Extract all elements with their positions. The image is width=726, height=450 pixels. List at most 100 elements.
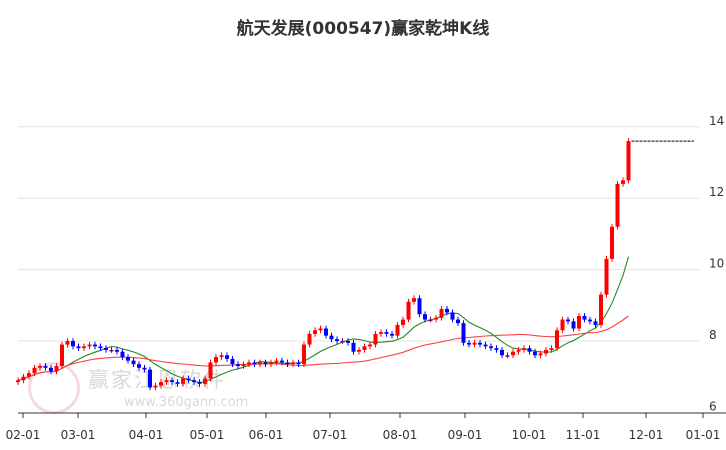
candle-body [615,183,620,227]
watermark-site: www.360gann.com [124,395,249,410]
candle-body [280,360,284,363]
candle-body [109,349,114,352]
candle-body [555,330,559,349]
candle-body [137,364,141,368]
candle-body [175,382,180,384]
x-tick-label: 11-01 [566,428,601,442]
x-tick-label: 07-01 [313,428,348,442]
candle-body [197,382,202,384]
candle-body [71,341,75,347]
candle-body [142,367,147,370]
y-tick-label: 12 [709,185,724,199]
candle-body [516,349,521,352]
candle-body [21,376,26,381]
candle-body [362,346,367,350]
candle-body [219,355,224,358]
ma-line-10 [17,256,630,384]
chart-title: 航天发展(000547)赢家乾坤K线 [236,19,490,39]
candle-body [390,333,394,336]
candle-body [296,362,301,365]
candle-body [302,344,306,365]
candle-body [384,332,389,334]
candle-body [593,321,598,325]
candle-body [478,342,482,345]
x-tick-label: 02-01 [6,428,41,442]
candle-body [335,339,339,341]
candle-body [434,317,438,320]
candle-body [357,349,361,352]
candle-body [423,314,427,320]
x-tick-label: 10-01 [512,428,547,442]
candle-body [203,378,207,384]
candle-body [494,348,499,350]
candle-body [604,258,609,295]
candle-body [208,362,213,379]
x-tick-label: 01-01 [686,428,721,442]
candle-body [98,346,103,349]
candle-body [269,362,273,365]
candle-body [87,344,92,347]
candle-body [538,353,543,356]
candle-body [252,362,257,365]
candle-body [274,360,279,363]
ma-line-40 [17,315,629,381]
candle-body [544,349,548,354]
candle-body [49,367,53,372]
candle-body [76,346,81,349]
candle-body [549,348,554,350]
candle-body [621,180,625,184]
candle-body [16,380,20,383]
candle-body [626,141,631,181]
candle-body [456,319,460,324]
candle-body [571,321,576,329]
x-tick-label: 06-01 [249,428,284,442]
candle-body [450,312,455,320]
candle-body [346,341,350,343]
candle-body [467,342,471,345]
candle-body [461,323,466,343]
candle-body [527,348,532,352]
candle-body [351,342,356,352]
candle-body [533,351,537,356]
candle-body [258,362,262,365]
x-tick-label: 05-01 [190,428,225,442]
candle-body [159,382,163,386]
candle-body [566,319,570,322]
y-tick-label: 14 [709,114,724,128]
candle-body [170,380,174,383]
candle-body [27,373,31,377]
candle-body [214,357,218,363]
candle-body [610,226,614,259]
candle-body [588,319,592,322]
candle-body [93,344,97,347]
x-tick-label: 03-01 [61,428,96,442]
candle-body [230,358,235,365]
y-tick-label: 6 [709,399,717,413]
candle-body [236,364,240,366]
candle-body [181,378,185,384]
candle-body [307,333,312,345]
candle-body [368,344,372,347]
x-tick-label: 12-01 [629,428,664,442]
candle-body [379,332,383,334]
candle-body [65,341,70,345]
candle-body [324,328,328,336]
candle-body [32,367,37,374]
candle-body [406,301,411,320]
candle-body [599,294,603,325]
candle-body [472,342,477,345]
x-tick-label: 08-01 [383,428,418,442]
candle-body [131,360,136,365]
candle-body [560,319,565,331]
candle-body [445,308,449,313]
candle-body [263,362,268,365]
candle-body [401,319,405,325]
candle-body [82,346,86,349]
candle-body [60,344,64,366]
candle-body [500,349,504,356]
candle-body [417,298,422,315]
candle-body [412,298,416,302]
candle-body [148,369,152,388]
candle-body [329,335,334,340]
